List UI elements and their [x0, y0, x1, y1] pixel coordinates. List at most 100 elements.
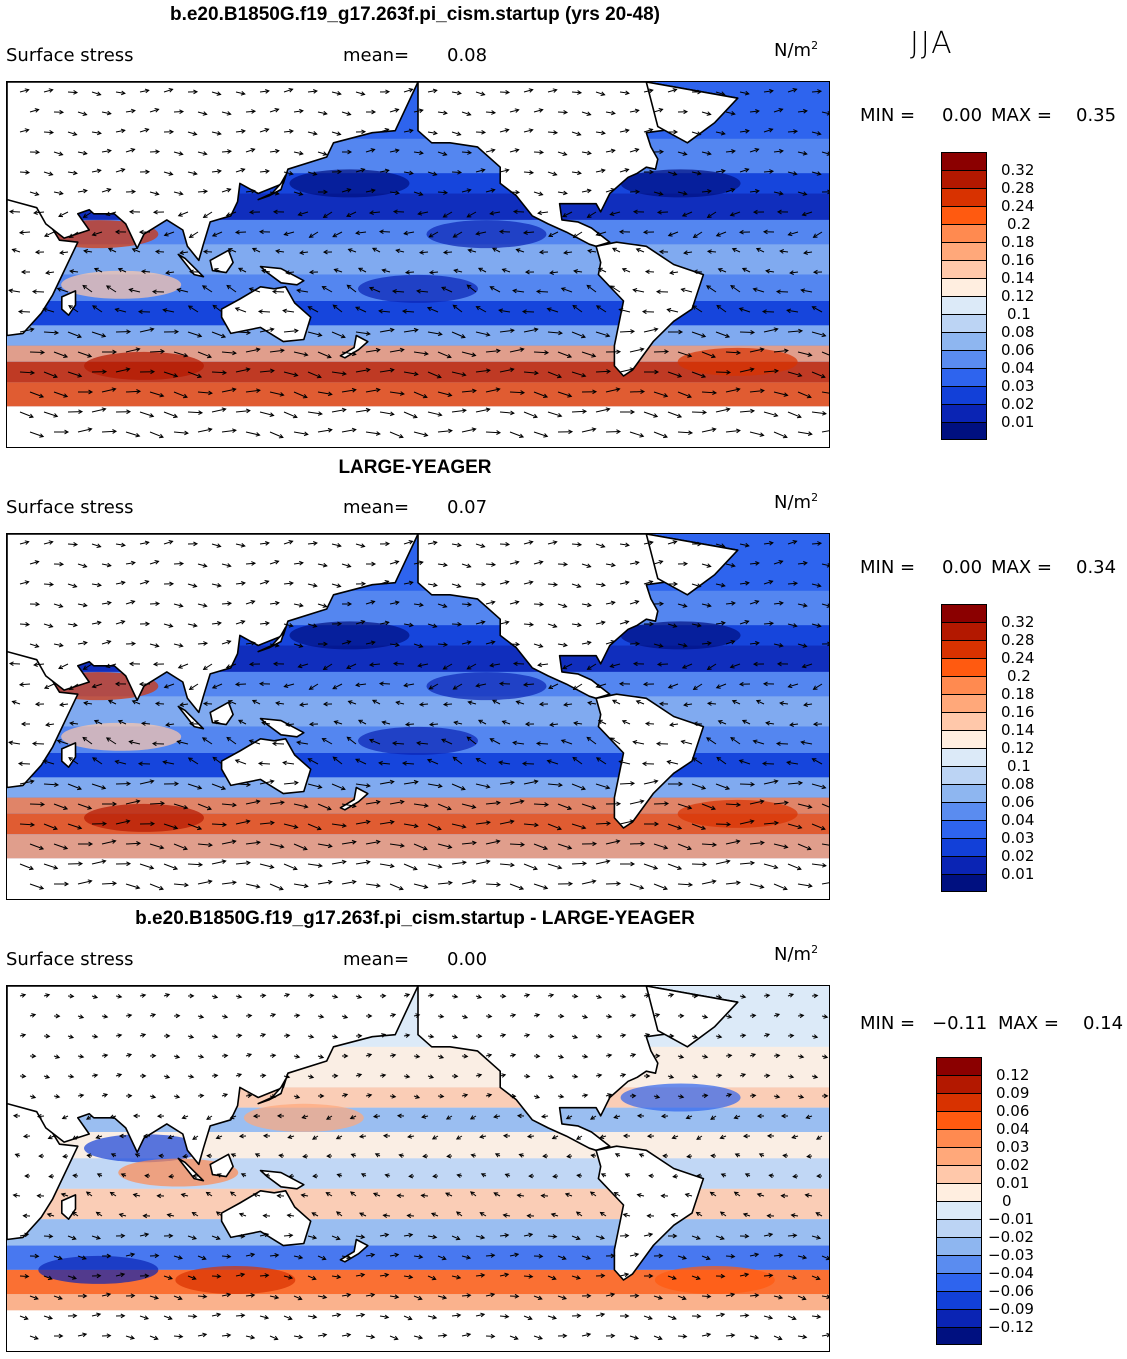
wind-vector-head: [783, 844, 789, 849]
wind-vector-head: [384, 1232, 390, 1238]
wind-vector: [716, 305, 727, 313]
wind-vector-head: [565, 1115, 571, 1120]
wind-vector: [467, 211, 477, 218]
wind-vector-head: [461, 824, 467, 829]
wind-vector: [763, 863, 778, 869]
wind-vector-head: [491, 562, 497, 567]
colorbar-tick-label: 0.02: [1001, 395, 1035, 413]
wind-vector: [596, 683, 607, 688]
wind-vector: [125, 191, 136, 193]
wind-vector: [197, 843, 212, 846]
wind-vector-head: [323, 641, 329, 647]
wind-vector-head: [687, 393, 692, 399]
wind-vector: [129, 741, 141, 745]
wind-vector-head: [125, 367, 131, 372]
wind-vector-head: [20, 269, 26, 275]
wind-vector-head: [515, 700, 521, 705]
wind-vector-head: [134, 1153, 140, 1158]
wind-vector: [571, 783, 586, 790]
wind-vector-head: [521, 309, 527, 315]
wind-vector-head: [230, 1153, 236, 1158]
wind-vector-head: [654, 369, 660, 375]
wind-vector: [44, 683, 55, 689]
wind-vector: [163, 761, 175, 765]
wind-vector-head: [453, 1034, 459, 1039]
wind-stress-vectors: [12, 993, 829, 1341]
wind-vector-head: [599, 1134, 605, 1140]
wind-vector-head: [273, 1335, 279, 1341]
wind-vector-head: [296, 288, 302, 294]
wind-vector: [283, 171, 293, 175]
wind-vector-head: [432, 171, 438, 176]
wind-vector: [437, 603, 447, 608]
wind-vector-head: [46, 1212, 52, 1218]
wind-vector: [490, 286, 501, 293]
wind-vector-head: [490, 1253, 496, 1258]
wind-vector: [94, 268, 103, 273]
wind-vector: [547, 541, 557, 545]
wind-vector-head: [640, 841, 646, 847]
wind-vector-head: [201, 285, 207, 290]
wind-vector: [797, 562, 807, 565]
colorbar-segment: [936, 1273, 982, 1291]
wind-vector-head: [154, 701, 160, 707]
wind-vector-head: [562, 151, 568, 156]
wind-vector: [523, 1275, 533, 1278]
wind-vector-head: [442, 213, 448, 218]
wind-vector-head: [405, 1074, 411, 1079]
wind-vector: [331, 91, 341, 95]
wind-vector: [392, 290, 405, 293]
wind-vector-head: [231, 387, 237, 393]
wind-vector-head: [265, 541, 270, 546]
wind-vector: [19, 683, 31, 686]
stress-band: [7, 382, 829, 407]
wind-vector-head: [653, 327, 659, 332]
wind-vector-head: [105, 663, 111, 669]
wind-vector-head: [773, 327, 779, 332]
wind-vector-head: [532, 413, 538, 419]
colorbar-segment: [941, 676, 987, 694]
wind-vector-head: [389, 779, 395, 785]
wind-vector-head: [706, 563, 712, 568]
wind-vector: [293, 643, 303, 648]
wind-vector-head: [317, 332, 323, 337]
wind-vector: [437, 430, 452, 433]
wind-vector: [331, 131, 341, 135]
wind-vector-head: [453, 1073, 459, 1079]
wind-vector-head: [622, 1212, 628, 1218]
wind-vector: [283, 782, 298, 785]
wind-vector: [629, 843, 645, 845]
wind-vector: [283, 411, 298, 418]
wind-vector-head: [394, 600, 400, 606]
wind-vector-head: [222, 370, 228, 375]
wind-vector-head: [455, 1211, 461, 1216]
wind-vector: [393, 211, 405, 213]
wind-vector: [203, 211, 213, 218]
panel-2-max-label: MAX =: [991, 557, 1052, 578]
panel-3-min-label: MIN =: [860, 1013, 916, 1034]
wind-vector: [797, 351, 812, 356]
wind-vector: [272, 291, 285, 293]
wind-vector: [163, 371, 178, 377]
wind-vector: [653, 803, 669, 805]
wind-vector: [523, 129, 533, 133]
wind-vector: [643, 863, 658, 870]
wind-vector-head: [227, 248, 233, 253]
wind-vector: [269, 108, 279, 113]
wind-vector-head: [174, 781, 180, 787]
wind-vector-head: [88, 841, 94, 847]
wind-vector-head: [561, 1295, 567, 1300]
wind-vector: [355, 168, 365, 173]
wind-vector: [466, 736, 477, 745]
land-borneo: [209, 701, 234, 726]
wind-vector: [536, 742, 549, 745]
wind-vector: [557, 563, 568, 565]
wind-vector-head: [515, 248, 521, 253]
wind-vector-head: [319, 1014, 325, 1019]
wind-vector: [235, 331, 251, 334]
wind-vector-head: [823, 1054, 829, 1059]
wind-vector: [516, 701, 525, 705]
wind-vector-head: [639, 885, 645, 890]
wind-vector-head: [111, 387, 117, 392]
wind-vector-head: [658, 560, 664, 565]
